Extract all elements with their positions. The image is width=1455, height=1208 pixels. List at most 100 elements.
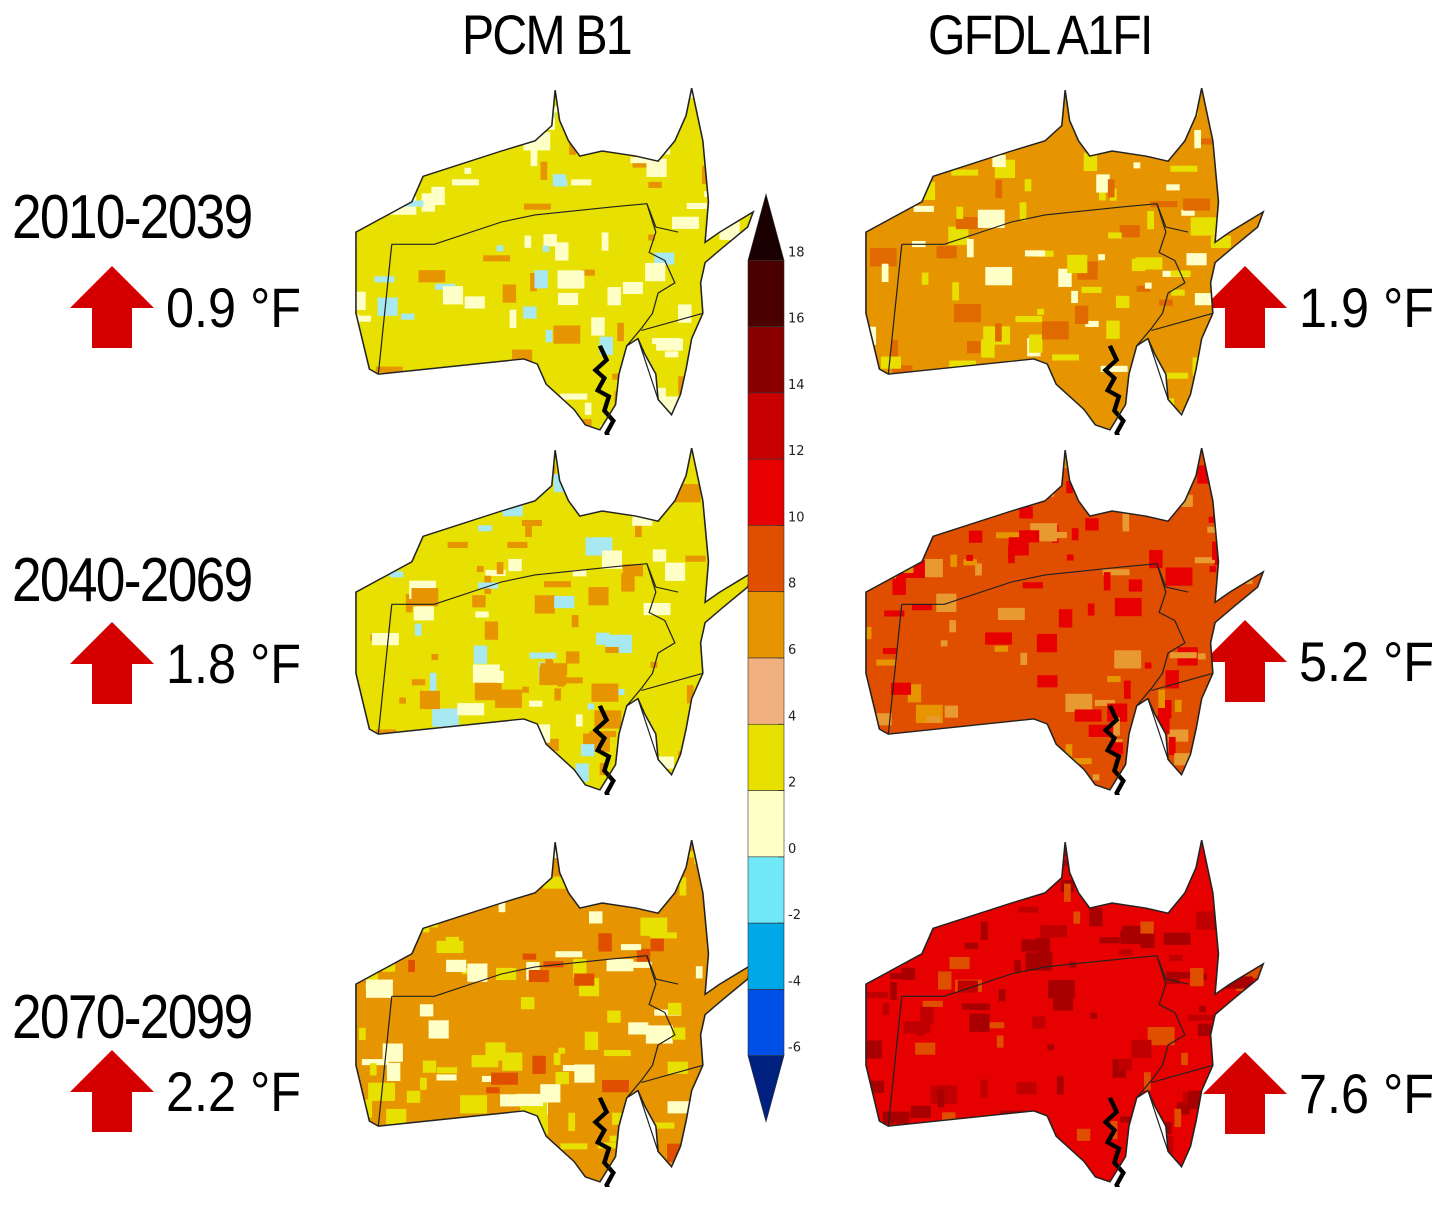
- map-cell: [366, 979, 393, 998]
- state-border: [887, 604, 903, 735]
- gfdl-a1fi-change-2040-2069: 5.2 °F: [1203, 620, 1449, 702]
- map-cell: [672, 216, 699, 229]
- pcm-b1-change-value: 1.8 °F: [166, 631, 302, 695]
- map-cell: [1240, 966, 1264, 979]
- map-cell: [1210, 452, 1224, 459]
- map-cell: [568, 1112, 576, 1132]
- map-cell: [601, 232, 609, 251]
- map-cell: [980, 1079, 988, 1098]
- map-cell: [540, 663, 568, 676]
- map-cell: [968, 1131, 982, 1151]
- map-cell: [464, 167, 472, 174]
- map-cell: [887, 1132, 895, 1139]
- map-gfdl-a1fi-2010-2039: [810, 80, 1280, 435]
- map-cell: [1192, 653, 1206, 660]
- map-cell: [1253, 610, 1264, 623]
- map-cell: [865, 991, 889, 998]
- map-cell: [386, 1062, 401, 1082]
- map-cell: [1002, 874, 1023, 888]
- map-cell: [419, 690, 441, 710]
- map-cell: [932, 370, 960, 389]
- map-cell: [1129, 126, 1137, 145]
- state-border: [901, 563, 1189, 605]
- map-cell: [1025, 952, 1053, 971]
- map-cell: [630, 730, 638, 749]
- map-cell: [513, 126, 528, 145]
- map-cell: [1187, 1014, 1215, 1021]
- map-cell: [915, 406, 930, 425]
- map-cell: [969, 1013, 990, 1032]
- map-cell: [1240, 397, 1264, 404]
- map-cell: [1137, 104, 1158, 117]
- map-cell: [422, 1060, 437, 1073]
- gfdl-a1fi-change-value: 5.2 °F: [1299, 629, 1435, 693]
- map-cell: [495, 689, 522, 708]
- map-cell: [389, 571, 404, 578]
- map-cell: [605, 646, 619, 654]
- map-cell: [1209, 566, 1217, 573]
- map-cell: [473, 645, 488, 664]
- map-cell: [409, 733, 437, 752]
- map-cell: [573, 958, 587, 978]
- bay-shoreline: [1102, 704, 1126, 795]
- map-cell: [664, 351, 679, 358]
- map-cell: [1108, 232, 1122, 239]
- map-cell: [715, 1027, 743, 1034]
- map-cell: [405, 594, 413, 613]
- map-cell: [1227, 210, 1235, 230]
- map-cell: [1186, 253, 1207, 266]
- map-cell: [1003, 118, 1024, 126]
- map-cell: [1156, 1167, 1177, 1180]
- map-cell: [1065, 744, 1073, 763]
- map-cell: [374, 276, 395, 283]
- map-cell: [869, 326, 877, 345]
- map-cell: [695, 966, 703, 979]
- state-border: [887, 244, 903, 375]
- map-cell: [968, 530, 983, 543]
- map-cell: [1149, 715, 1170, 735]
- colorbar-tick-label: 10: [788, 510, 805, 525]
- map-cell: [408, 400, 422, 407]
- map-cell: [562, 677, 583, 684]
- map-cell: [719, 678, 740, 691]
- map-cell: [1076, 1128, 1091, 1141]
- map-cell: [699, 722, 727, 741]
- map-cell: [530, 272, 537, 292]
- map-cell: [401, 1135, 422, 1142]
- map-cell: [375, 729, 397, 736]
- map-cell: [1228, 556, 1250, 575]
- map-cell: [1244, 537, 1252, 556]
- map-cell: [977, 1022, 1005, 1029]
- map-cell: [1181, 209, 1195, 216]
- map-cell: [529, 119, 550, 126]
- colorbar-bin: [747, 790, 785, 858]
- map-cell: [890, 973, 911, 980]
- map-cell: [1019, 202, 1027, 221]
- map-cell: [560, 393, 588, 400]
- map-cell: [1015, 316, 1043, 323]
- map-cell: [963, 559, 977, 566]
- map-cell: [368, 744, 383, 763]
- region-outline: [865, 87, 1265, 431]
- map-cell: [405, 1122, 420, 1141]
- map-cell: [1226, 720, 1240, 733]
- map-cell: [870, 1080, 885, 1093]
- colorbar-bin: [747, 856, 785, 924]
- map-cell: [647, 1122, 675, 1129]
- map-cell: [474, 859, 495, 879]
- map-cell: [1183, 198, 1210, 211]
- map-cell: [612, 373, 619, 380]
- map-base-fill: [355, 840, 754, 1182]
- map-cell: [375, 366, 403, 373]
- map-cell: [1029, 334, 1043, 353]
- map-cell: [355, 128, 360, 147]
- state-border: [1147, 338, 1169, 400]
- map-cell: [1251, 91, 1264, 104]
- map-cell: [921, 272, 929, 285]
- map-cell: [543, 234, 557, 247]
- map-cell: [1111, 842, 1132, 849]
- map-graphic: [865, 447, 1265, 795]
- map-cell: [1144, 282, 1152, 289]
- map-cell: [496, 670, 504, 684]
- map-cell: [667, 1002, 682, 1016]
